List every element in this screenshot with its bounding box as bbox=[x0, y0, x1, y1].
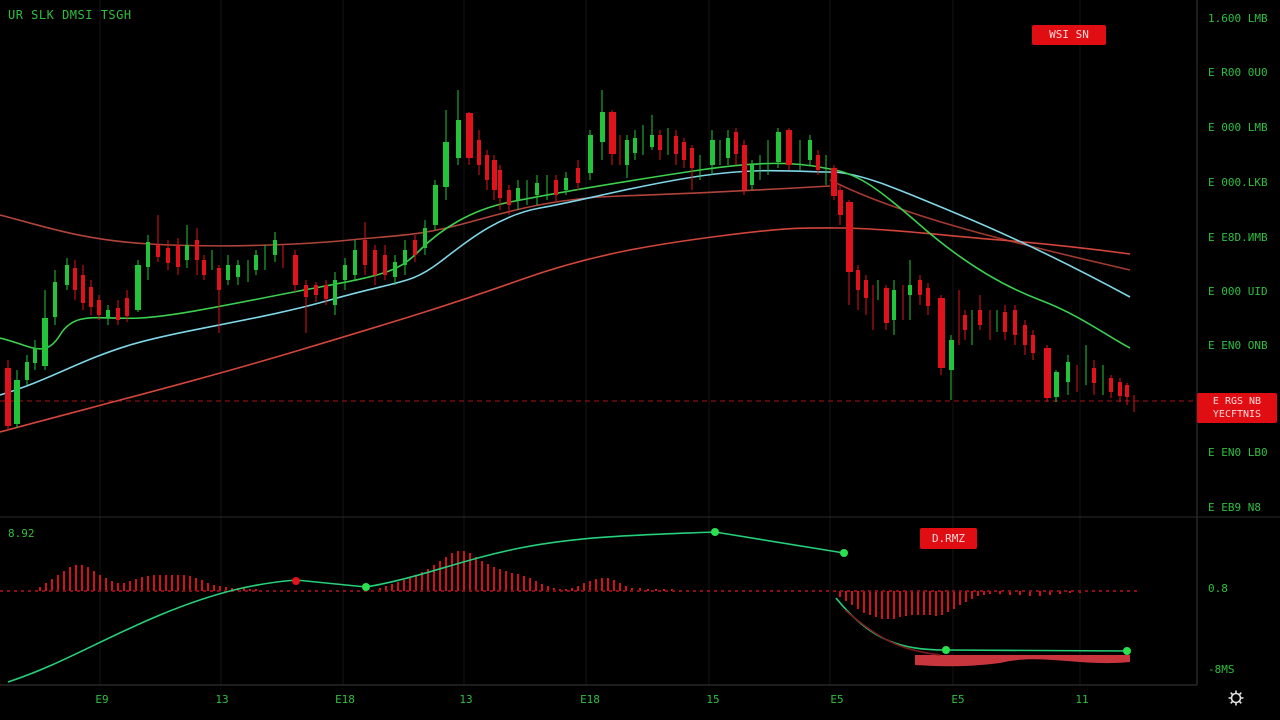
signal-marker-green bbox=[362, 583, 370, 591]
price-axis-label: E E8D.ИMB bbox=[1208, 231, 1268, 244]
signal-marker-green bbox=[1123, 647, 1131, 655]
price-axis-label: E R00 0U0 bbox=[1208, 66, 1268, 79]
price-axis-label: E 000 UID bbox=[1208, 285, 1268, 298]
current-price-badge: E RGS NB YECFTNIS bbox=[1197, 393, 1277, 423]
signal-marker-green bbox=[942, 646, 950, 654]
oscillator-axis-label: -8MS bbox=[1208, 663, 1235, 676]
ma-long-line bbox=[0, 185, 831, 247]
ma-fast-line bbox=[0, 162, 1131, 350]
signal-marker-green bbox=[840, 549, 848, 557]
oscillator-signal-line bbox=[7, 579, 367, 683]
time-axis-label: E5 bbox=[951, 693, 965, 706]
time-axis-label: E5 bbox=[830, 693, 844, 706]
indicator-badge[interactable]: WSI SN bbox=[1032, 25, 1106, 45]
oscillator-badge[interactable]: D.RMZ bbox=[920, 528, 977, 549]
settings-button[interactable] bbox=[1227, 689, 1245, 707]
signal-marker-green bbox=[711, 528, 719, 536]
price-axis-label: E 000 LMB bbox=[1208, 121, 1268, 134]
oscillator-red-band bbox=[915, 655, 1130, 667]
ma-mid-line bbox=[0, 169, 1131, 396]
oscillator-histogram bbox=[0, 551, 1140, 619]
ma-slow-line bbox=[0, 227, 1131, 433]
current-price-countdown: YECFTNIS bbox=[1212, 409, 1262, 420]
oscillator-markers bbox=[292, 528, 1131, 655]
candlesticks bbox=[5, 90, 1135, 430]
gear-icon bbox=[1228, 690, 1244, 706]
price-axis-label: E EB9 N8 bbox=[1208, 501, 1261, 514]
time-axis-label: E18 bbox=[580, 693, 600, 706]
price-axis-label: E 000.LKB bbox=[1208, 176, 1268, 189]
price-axis-label: 1.600 LMB bbox=[1208, 12, 1268, 25]
ma-long-right bbox=[829, 179, 1131, 271]
time-axis-label: 15 bbox=[706, 693, 720, 706]
signal-marker-red bbox=[292, 577, 300, 585]
current-price-value: E RGS NB bbox=[1212, 396, 1262, 407]
price-axis-label: E EN0 ONB bbox=[1208, 339, 1268, 352]
time-axis-label: 13 bbox=[215, 693, 229, 706]
price-axis-label: E EN0 LB0 bbox=[1208, 446, 1268, 459]
time-axis-label: 13 bbox=[459, 693, 473, 706]
time-axis-label: E18 bbox=[335, 693, 355, 706]
oscillator-signal-line-3 bbox=[835, 597, 1128, 652]
oscillator-axis-label: 0.8 bbox=[1208, 582, 1228, 595]
oscillator-signal-line-faded bbox=[844, 609, 941, 656]
time-axis-label: 11 bbox=[1075, 693, 1089, 706]
oscillator-signal-line-2 bbox=[365, 531, 845, 588]
oscillator-title: 8.92 bbox=[8, 527, 35, 540]
time-axis-label: E9 bbox=[95, 693, 109, 706]
